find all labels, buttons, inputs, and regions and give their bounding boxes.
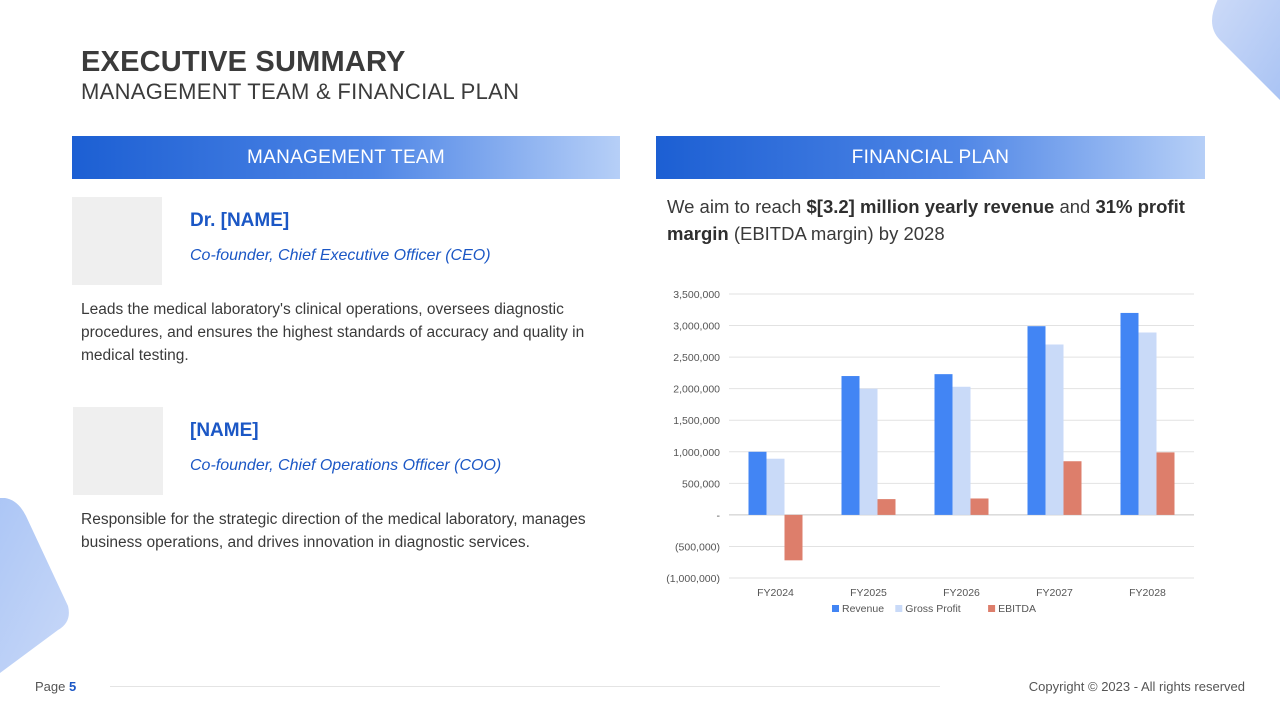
copyright-text: Copyright © 2023 - All rights reserved [1028,679,1245,694]
chart-y-tick-label: 1,500,000 [673,415,720,427]
goal-margin-highlight: 31% profit margin [667,196,1185,244]
goal-text-part: and [1054,196,1096,217]
management-team-header: MANAGEMENT TEAM [72,136,620,179]
chart-bar [877,499,896,515]
chart-bar [1063,461,1082,515]
chart-bar [1045,344,1064,515]
member-name: [NAME] [190,420,259,441]
financial-plan-header: FINANCIAL PLAN [656,136,1205,179]
footer-divider [110,686,940,687]
goal-revenue-highlight: $[3.2] million yearly revenue [806,196,1055,217]
page-title: EXECUTIVE SUMMARY [81,46,406,78]
chart-legend-swatch [988,605,996,612]
chart-bar [952,386,971,515]
chart-legend-swatch [895,605,903,612]
chart-y-tick-label: 3,500,000 [673,289,720,301]
chart-y-tick-label: (500,000) [675,541,720,553]
page-number: 5 [69,679,77,694]
financial-bar-chart: 3,500,000 3,000,000 2,500,000 2,000,000 1,50… [666,289,1194,615]
chart-bar [1156,452,1175,515]
chart-x-tick-label: FY2028 [1129,587,1166,599]
chart-bar [1138,332,1157,515]
chart-y-tick-label: 3,000,000 [673,321,720,333]
chart-y-tick-label: 1,000,000 [673,447,720,459]
decorative-shape-top-right [1212,0,1280,100]
chart-y-tick-label: (1,000,000) [666,573,720,585]
chart-y-tick-label: - [717,510,721,522]
financial-goal-text: We aim to reach $[3.2] million yearly re… [667,193,1207,247]
chart-y-tick-label: 2,500,000 [673,352,720,364]
chart-y-tick-label: 500,000 [682,478,720,490]
page-subtitle: MANAGEMENT TEAM & FINANCIAL PLAN [81,79,520,104]
chart-x-tick-label: FY2026 [943,587,980,599]
chart-bar [859,388,878,515]
member-photo-placeholder [73,407,163,495]
chart-bar [1027,326,1046,515]
goal-text-part: We aim to reach [667,196,807,217]
goal-text-part: (EBITDA margin) by 2028 [728,223,945,244]
chart-legend-label: EBITDA [998,603,1036,615]
chart-bar [766,458,785,515]
chart-bar [784,514,803,561]
chart-bar [934,374,953,515]
member-name: Dr. [NAME] [190,210,290,231]
chart-legend-swatch [832,605,839,612]
member-photo-placeholder [72,197,162,285]
member-role: Co-founder, Chief Operations Officer (CO… [190,457,502,474]
page-indicator: Page 5 [35,679,76,694]
decorative-shape-bottom-left [0,498,69,673]
chart-legend-label: Gross Profit [905,603,961,615]
member-description: Responsible for the strategic direction … [81,511,586,551]
chart-x-tick-label: FY2027 [1036,587,1073,599]
page-label: Page [35,679,66,694]
chart-bar [970,498,989,515]
chart-legend-label: Revenue [842,603,884,615]
chart-bar [841,376,860,515]
chart-bar [748,451,767,515]
chart-x-tick-label: FY2024 [757,587,794,599]
chart-y-tick-label: 2,000,000 [673,384,720,396]
chart-x-tick-label: FY2025 [850,587,887,599]
chart-bar [1120,312,1139,515]
member-description: Leads the medical laboratory's clinical … [81,301,585,364]
member-role: Co-founder, Chief Executive Officer (CEO… [190,247,491,264]
